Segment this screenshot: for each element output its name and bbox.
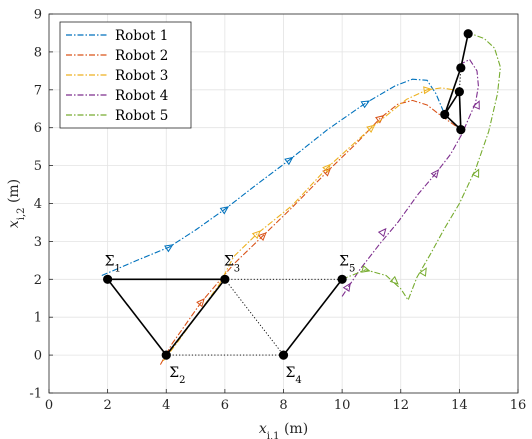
initial-node-5 (337, 274, 347, 284)
arrow-robot-5-3 (471, 168, 480, 179)
arrow-robot-2-2 (322, 167, 332, 177)
final-edge-0 (460, 33, 469, 68)
final-edge-4 (458, 91, 462, 130)
initial-edge-3 (282, 278, 343, 356)
node-label-sigma-2: Σ2 (169, 365, 185, 386)
arrow-robot-4-2 (430, 169, 440, 179)
y-tick-label-1: 0 (34, 349, 42, 364)
series-line-robot-5 (341, 33, 501, 302)
y-axis-label: xi,2 (m) (6, 179, 27, 228)
initial-edge-0 (106, 278, 167, 356)
legend-label-robot-2: Robot 2 (115, 48, 168, 64)
legend: Robot 1 Robot 2 Robot 3 Robot 4 Robot 5 (59, 21, 192, 129)
y-tick-label-9: 8 (34, 45, 42, 60)
node-label-sigma-4: Σ4 (286, 365, 302, 386)
legend-label-robot-4: Robot 4 (115, 88, 168, 104)
series-line-robot-1 (101, 78, 446, 277)
legend-label-robot-3: Robot 3 (115, 68, 168, 84)
arrow-robot-2-3 (375, 114, 385, 124)
final-node-1 (463, 29, 473, 39)
y-tick-label-2: 1 (34, 311, 42, 326)
arrow-robot-3-2 (366, 124, 376, 133)
arrow-robot-5-1 (389, 275, 399, 285)
initial-node-4 (278, 350, 289, 360)
x-tick-label-8: 16 (510, 398, 527, 413)
initial-node-1 (103, 274, 113, 284)
axis-labels: xi,1 (m) xi,2 (m) (6, 179, 308, 439)
series-line-robot-4 (341, 58, 479, 297)
arrow-robot-3-0 (251, 230, 261, 240)
initial-edge-2 (165, 278, 226, 356)
arrow-robot-2-0 (196, 298, 205, 308)
node-label-sigma-1: Σ1 (105, 253, 121, 274)
arrow-robot-1-0 (164, 244, 174, 253)
final-node-4 (440, 109, 450, 120)
x-tick-label-2: 4 (162, 398, 170, 413)
y-tick-label-5: 4 (34, 197, 42, 212)
y-tick-label-10: 9 (34, 8, 42, 23)
y-tick-label-3: 2 (34, 273, 42, 288)
arrow-robot-1-2 (284, 156, 294, 166)
initial-node-3 (220, 274, 230, 284)
x-axis-label: xi,1 (m) (259, 421, 308, 439)
y-tick-label-6: 5 (34, 159, 42, 174)
y-tick-label-4: 3 (34, 235, 42, 250)
arrow-robot-3-1 (322, 163, 332, 173)
final-edge-1 (443, 67, 462, 115)
arrow-robot-2-1 (257, 232, 267, 242)
arrow-robot-4-0 (342, 282, 351, 292)
y-tick-label-0: -1 (29, 387, 42, 402)
formation-group: Σ1 Σ2 Σ3 Σ4 Σ5 (103, 29, 473, 386)
legend-label-robot-1: Robot 1 (115, 28, 168, 44)
x-tick-label-6: 12 (392, 398, 409, 413)
x-tick-label-1: 2 (103, 398, 111, 413)
series-line-robot-2 (159, 99, 462, 365)
final-node-3 (454, 87, 464, 97)
y-tick-label-8: 7 (34, 83, 42, 98)
x-tick-label-7: 14 (451, 398, 468, 413)
arrow-robot-1-3 (360, 100, 371, 109)
final-node-5 (456, 124, 466, 135)
arrow-robot-3-3 (423, 86, 433, 95)
arrow-robot-4-3 (472, 100, 480, 110)
node-label-sigma-3: Σ3 (224, 253, 240, 274)
x-tick-label-3: 6 (221, 398, 229, 413)
x-tick-label-5: 10 (334, 398, 351, 413)
x-tick-label-0: 0 (45, 398, 53, 413)
node-label-sigma-5: Σ5 (339, 253, 355, 274)
final-node-2 (456, 63, 466, 73)
arrow-robot-4-1 (377, 227, 387, 238)
arrow-robot-5-0 (361, 265, 371, 273)
legend-label-robot-5: Robot 5 (115, 108, 168, 124)
arrow-robot-1-1 (219, 206, 230, 215)
x-tick-label-4: 8 (279, 398, 287, 413)
initial-node-2 (161, 350, 171, 360)
arrow-robot-5-2 (419, 267, 427, 277)
y-tick-label-7: 6 (34, 121, 42, 136)
